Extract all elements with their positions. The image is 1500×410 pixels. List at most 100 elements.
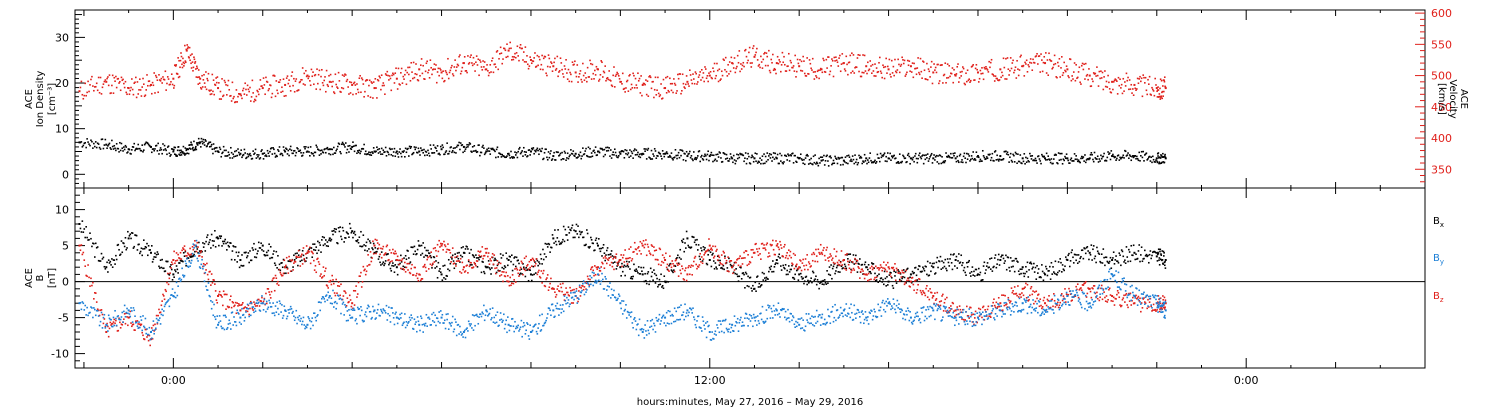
- data-point-interp: [791, 264, 793, 267]
- data-point-interp: [542, 157, 545, 160]
- data-point-interp: [224, 81, 227, 84]
- data-point-interp: [114, 322, 116, 325]
- data-point-interp: [672, 271, 674, 274]
- data-point-interp: [697, 244, 700, 246]
- data-point-interp: [1067, 254, 1069, 257]
- data-point-interp: [754, 281, 757, 284]
- data-point-interp: [215, 77, 217, 79]
- data-point-interp: [886, 275, 888, 278]
- data-point: [1044, 157, 1047, 160]
- data-point-interp: [726, 75, 729, 77]
- data-point-interp: [427, 152, 430, 155]
- data-point-interp: [392, 72, 394, 75]
- data-point-interp: [1116, 260, 1119, 263]
- data-point-interp: [827, 273, 830, 276]
- data-point-interp: [602, 155, 605, 158]
- data-point-interp: [393, 271, 396, 274]
- data-point-interp: [211, 240, 214, 242]
- data-point-interp: [1132, 155, 1134, 157]
- data-point: [574, 71, 577, 74]
- data-point-interp: [819, 162, 821, 164]
- data-point-interp: [196, 76, 199, 79]
- data-point-interp: [441, 77, 444, 80]
- data-point-interp: [253, 256, 256, 258]
- data-point-interp: [476, 64, 479, 66]
- data-point-interp: [262, 300, 265, 303]
- data-point-interp: [89, 285, 91, 287]
- data-point-interp: [668, 156, 670, 158]
- data-point-interp: [554, 229, 556, 231]
- data-point-interp: [839, 260, 842, 263]
- data-point-interp: [643, 148, 646, 150]
- data-point-interp: [1163, 79, 1165, 82]
- data-point-interp: [974, 159, 977, 161]
- data-point-interp: [710, 76, 713, 79]
- data-point-interp: [388, 262, 391, 264]
- data-point-interp: [839, 54, 841, 57]
- data-point-interp: [659, 94, 662, 96]
- data-point-interp: [1073, 153, 1076, 155]
- data-point-interp: [898, 71, 901, 74]
- data-point-interp: [883, 152, 886, 155]
- data-point-interp: [345, 304, 348, 307]
- data-point-interp: [1058, 270, 1061, 272]
- data-point-interp: [95, 301, 98, 303]
- data-point-interp: [158, 153, 160, 155]
- data-point-interp: [1096, 74, 1099, 77]
- data-point-interp: [103, 80, 106, 83]
- data-point-interp: [830, 264, 832, 266]
- data-point-interp: [1135, 157, 1137, 160]
- data-point-interp: [90, 139, 92, 142]
- data-point-interp: [189, 59, 191, 62]
- data-point-interp: [253, 303, 256, 306]
- data-point-interp: [192, 66, 195, 69]
- data-point-interp: [755, 160, 757, 163]
- data-point-interp: [214, 150, 217, 153]
- data-point-interp: [482, 257, 484, 260]
- data-point-interp: [981, 279, 984, 281]
- data-point-interp: [993, 257, 996, 259]
- data-point-interp: [1114, 259, 1117, 261]
- data-point-interp: [971, 65, 974, 67]
- data-point-interp: [843, 68, 846, 70]
- data-point-interp: [99, 260, 102, 262]
- data-point-interp: [1007, 256, 1010, 259]
- data-point-interp: [160, 266, 163, 269]
- data-point-interp: [493, 149, 496, 152]
- data-point-interp: [542, 68, 544, 71]
- data-point-interp: [85, 94, 87, 97]
- data-point-interp: [1110, 91, 1113, 94]
- data-point-interp: [464, 148, 467, 150]
- data-point-interp: [500, 274, 503, 276]
- data-point-interp: [545, 256, 547, 258]
- data-point: [1133, 251, 1136, 254]
- data-point-interp: [617, 73, 619, 75]
- data-point-interp: [904, 270, 907, 273]
- data-point-interp: [325, 69, 328, 72]
- data-point-interp: [198, 241, 200, 244]
- data-point-interp: [1108, 260, 1111, 263]
- data-point-interp: [677, 254, 679, 257]
- data-point-interp: [439, 242, 442, 245]
- data-point-interp: [643, 82, 646, 85]
- data-point-interp: [878, 273, 880, 276]
- data-point-interp: [426, 154, 428, 156]
- data-point-interp: [593, 149, 595, 152]
- data-point-interp: [1029, 58, 1032, 60]
- data-point-interp: [520, 260, 523, 263]
- data-point-interp: [864, 160, 867, 162]
- data-point-interp: [849, 160, 852, 162]
- data-point-interp: [159, 147, 162, 149]
- data-point-interp: [1147, 157, 1149, 160]
- data-point-interp: [219, 148, 222, 151]
- data-point-interp: [341, 141, 344, 144]
- data-point-interp: [586, 229, 588, 231]
- data-point-interp: [188, 144, 190, 146]
- data-point-interp: [279, 153, 282, 156]
- data-point-interp: [1130, 159, 1133, 162]
- data-point-interp: [428, 255, 431, 258]
- data-point-interp: [1162, 95, 1164, 97]
- data-point-interp: [1064, 256, 1067, 258]
- data-point-interp: [975, 151, 978, 154]
- data-point-interp: [780, 64, 783, 66]
